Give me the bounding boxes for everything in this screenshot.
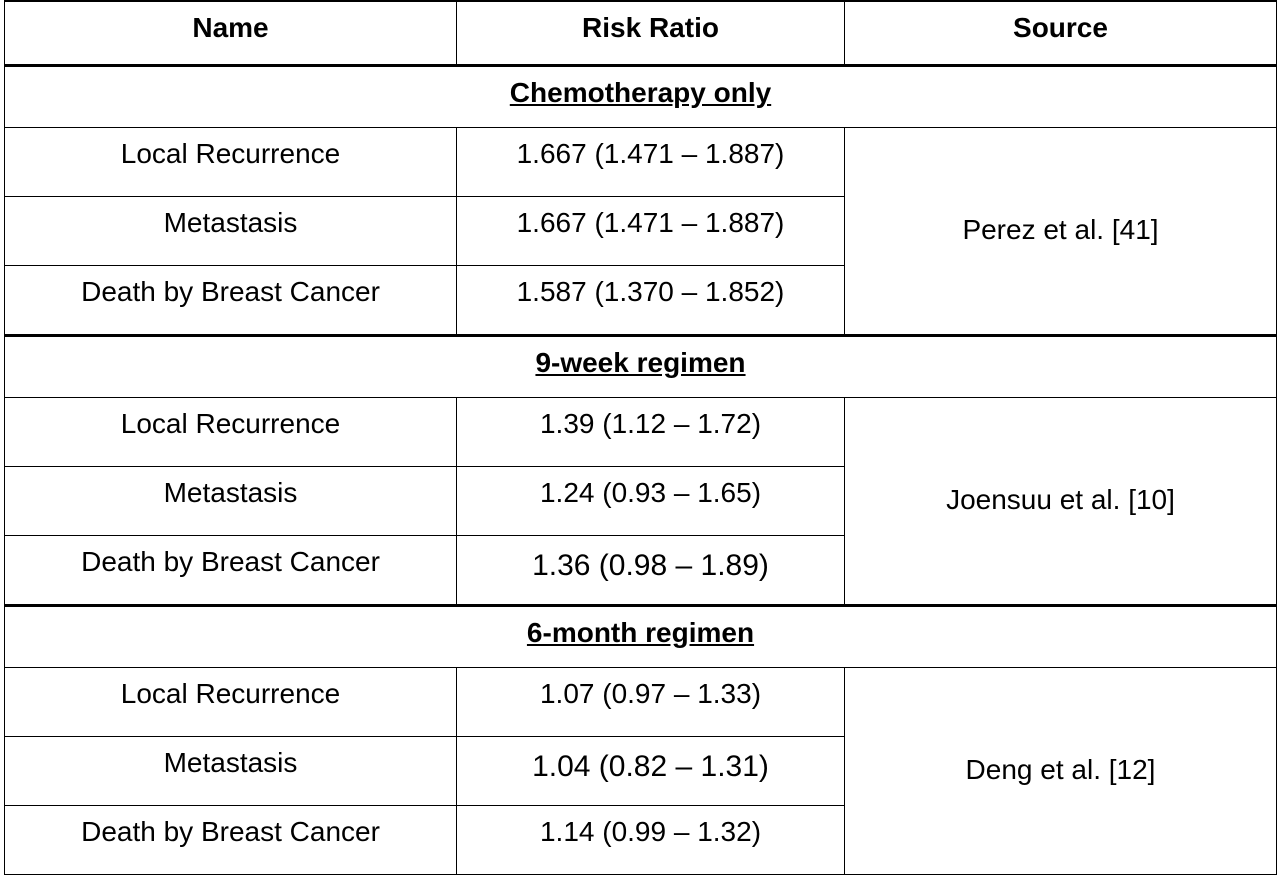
row-risk-ratio: 1.36 (0.98 – 1.89) [456, 535, 845, 606]
section-title: Chemotherapy only [4, 64, 1277, 128]
section-row: Chemotherapy only [4, 64, 1277, 128]
table-row: Local Recurrence 1.07 (0.97 – 1.33) Deng… [4, 667, 1277, 875]
table-row: Metastasis 1.667 (1.471 – 1.887) [4, 196, 1277, 266]
row-name: Death by Breast Cancer [4, 265, 457, 336]
section-row: 9-week regimen [4, 334, 1277, 398]
row-source: Perez et al. [41] [844, 127, 1277, 336]
row-source: Deng et al. [12] [844, 667, 1277, 875]
section-title: 9-week regimen [4, 334, 1277, 398]
row-name: Local Recurrence [4, 397, 457, 467]
table-row: Local Recurrence 1.667 (1.471 – 1.887) P… [4, 127, 1277, 336]
row-risk-ratio: 1.14 (0.99 – 1.32) [456, 805, 845, 875]
row-risk-ratio: 1.07 (0.97 – 1.33) [456, 667, 845, 737]
section-title: 6-month regimen [4, 604, 1277, 668]
row-name: Death by Breast Cancer [4, 535, 457, 606]
row-name: Metastasis [4, 196, 457, 266]
risk-ratio-table: Name Risk Ratio Source Chemotherapy only… [4, 0, 1277, 875]
row-risk-ratio: 1.04 (0.82 – 1.31) [456, 736, 845, 806]
row-risk-ratio: 1.24 (0.93 – 1.65) [456, 466, 845, 536]
row-risk-ratio: 1.667 (1.471 – 1.887) [456, 127, 845, 197]
row-risk-ratio: 1.587 (1.370 – 1.852) [456, 265, 845, 336]
table-row: Metastasis 1.24 (0.93 – 1.65) [4, 466, 1277, 536]
row-risk-ratio: 1.667 (1.471 – 1.887) [456, 196, 845, 266]
row-source: Joensuu et al. [10] [844, 397, 1277, 606]
row-name: Local Recurrence [4, 127, 457, 197]
row-risk-ratio: 1.39 (1.12 – 1.72) [456, 397, 845, 467]
row-name: Death by Breast Cancer [4, 805, 457, 875]
section-row: 6-month regimen [4, 604, 1277, 668]
column-header-risk-ratio: Risk Ratio [456, 0, 845, 66]
row-name: Metastasis [4, 736, 457, 806]
row-name: Local Recurrence [4, 667, 457, 737]
header-row: Name Risk Ratio Source [4, 0, 1277, 66]
row-name: Metastasis [4, 466, 457, 536]
column-header-source: Source [844, 0, 1277, 66]
table-row: Local Recurrence 1.39 (1.12 – 1.72) Joen… [4, 397, 1277, 606]
column-header-name: Name [4, 0, 457, 66]
